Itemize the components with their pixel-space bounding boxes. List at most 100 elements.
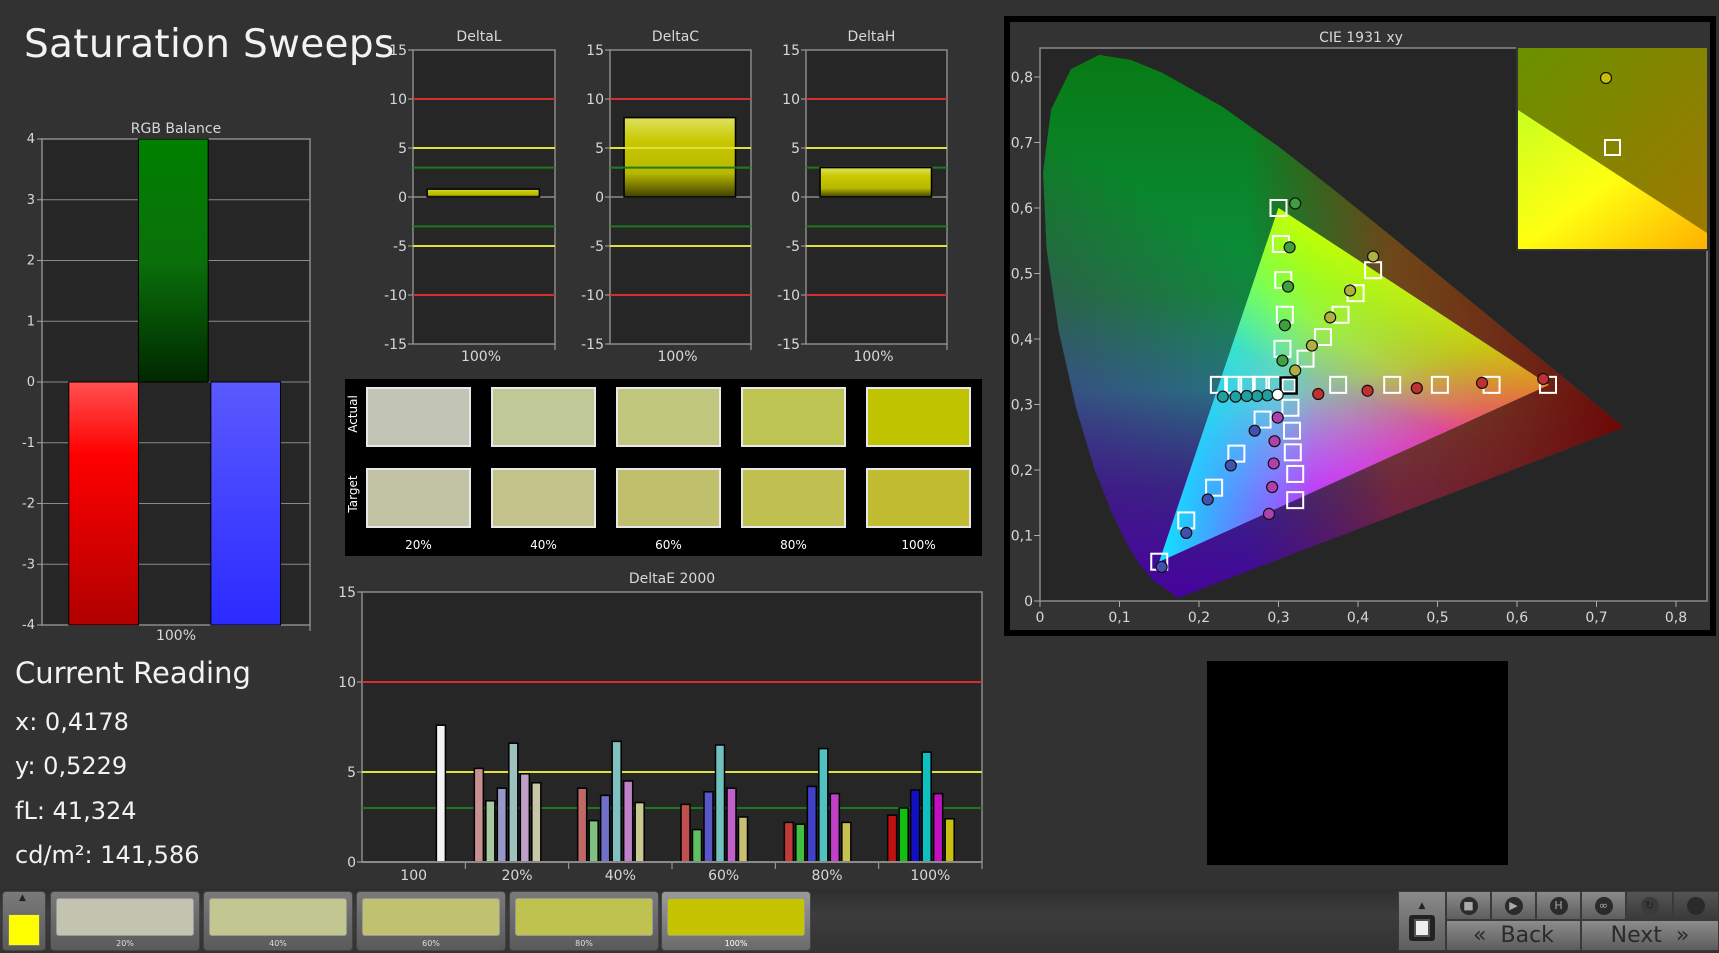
deltae-bar [795, 823, 806, 863]
stop-button[interactable]: ■ [1446, 891, 1491, 920]
deltae-bar [898, 807, 909, 863]
cie-title: CIE 1931 xy [1319, 30, 1403, 46]
loop-button[interactable]: ∞ [1581, 891, 1626, 920]
y-tick-label: 3 [27, 193, 35, 208]
y-tick-label: 0,3 [1011, 398, 1033, 414]
blue-measured-point [1180, 526, 1193, 539]
green-measured-point [1281, 280, 1295, 293]
x-tick-label: 0,2 [1188, 610, 1210, 626]
current-reading-title: Current Reading [15, 656, 251, 690]
reading-x: x: 0,4178 [15, 708, 129, 736]
deltae-bar [680, 803, 691, 863]
up-arrow-icon[interactable]: ▲ [19, 893, 26, 903]
step-label: 80% [575, 939, 593, 948]
green-measured-point [1276, 354, 1289, 367]
deltae-bar [806, 785, 818, 863]
y-tick-label: 10 [586, 92, 604, 108]
red-measured-point [1537, 372, 1550, 386]
sweep-step-100pct[interactable]: 100% [661, 891, 811, 951]
deltae-bar [473, 767, 485, 863]
rgb-bar-b [210, 381, 282, 626]
hold-button[interactable]: H [1536, 891, 1581, 920]
red-target-marker [1329, 375, 1348, 394]
red-target-marker [1430, 375, 1449, 394]
y-tick-label: 0 [595, 190, 604, 206]
yellow-measured-point [1599, 71, 1613, 85]
x-category-label: 100% [910, 868, 950, 884]
blue-measured-point [1155, 560, 1168, 574]
next-label: Next [1610, 923, 1662, 948]
window-icon [1409, 915, 1435, 941]
extra-button[interactable] [1673, 891, 1719, 920]
deltah-bar [819, 166, 933, 198]
actual-swatch [616, 387, 721, 447]
deltae-2000-chart: 15 10 5 0 100 20% 40% 60% 80% 100% DeltaE 2000 [338, 571, 983, 884]
cyan-measured-point [1250, 389, 1264, 403]
deltal-title: DeltaL [456, 29, 501, 45]
cie-zoom-inset [1516, 46, 1709, 251]
x-tick-label: 0,1 [1108, 610, 1130, 626]
y-tick-label: 1 [27, 314, 35, 329]
blue-measured-point [1224, 459, 1237, 472]
x-tick-label: 0 [1036, 610, 1045, 626]
deltae-bar [726, 787, 737, 863]
green-measured-point [1283, 241, 1296, 254]
y-tick-label: 10 [782, 92, 800, 108]
red-measured-point [1312, 387, 1325, 401]
deltae-bar [588, 819, 599, 863]
deltae-bar [622, 780, 634, 863]
deltae-bar [783, 821, 795, 863]
y-tick-label: -5 [786, 239, 800, 255]
target-swatch [866, 468, 971, 528]
circle-icon [1687, 896, 1705, 915]
y-tick-label: 0 [347, 855, 356, 871]
current-color-cell[interactable]: ▲ [2, 891, 46, 951]
step-color-swatch [209, 898, 347, 936]
x-category-label: 100 [400, 868, 427, 884]
pattern-toggle-button[interactable]: ▲ [1398, 891, 1446, 951]
back-button[interactable]: « Back [1446, 920, 1581, 951]
blue-target-marker [1253, 410, 1272, 429]
actual-swatch [741, 387, 846, 447]
red-measured-point [1475, 376, 1489, 389]
yellow-measured-point [1324, 311, 1337, 324]
x-category-label: 80% [811, 868, 842, 884]
y-tick-label: -1 [22, 436, 35, 451]
refresh-button[interactable]: ↻ [1626, 891, 1673, 920]
current-color-swatch [8, 914, 40, 946]
x-tick-label: 0,6 [1506, 610, 1528, 626]
rgb-bar-r [68, 381, 139, 626]
next-button[interactable]: Next » [1581, 920, 1719, 951]
sweep-step-40pct[interactable]: 40% [203, 891, 353, 951]
rgb-balance-title: RGB Balance [131, 121, 221, 137]
y-tick-label: 0,2 [1011, 463, 1033, 479]
reading-cdm2: cd/m²: 141,586 [15, 841, 200, 869]
magenta-measured-point [1267, 457, 1280, 470]
sweep-step-20pct[interactable]: 20% [50, 891, 200, 951]
bottom-toolbar: ▲ 20% 40% 60% 80% 100% ▲ ■ ▶ H ∞ ↻ « Back Ne… [0, 889, 1719, 953]
play-button[interactable]: ▶ [1491, 891, 1536, 920]
deltae-bar [909, 789, 921, 863]
sweep-step-60pct[interactable]: 60% [356, 891, 506, 951]
deltae-bar [634, 801, 645, 863]
yellow-target-marker [1314, 328, 1333, 347]
deltae-bar [611, 740, 622, 863]
y-tick-label: -10 [777, 288, 800, 304]
deltae-title: DeltaE 2000 [629, 571, 715, 587]
deltae-bar [496, 787, 508, 863]
yellow-measured-point [1289, 364, 1302, 377]
swatch-label: 40% [530, 538, 557, 552]
y-tick-label: 4 [27, 132, 35, 147]
refresh-icon: ↻ [1640, 896, 1659, 915]
row-label-actual: Actual [346, 395, 360, 433]
y-tick-label: 15 [782, 43, 800, 59]
deltal-bar [426, 188, 541, 198]
y-tick-label: 15 [586, 43, 604, 59]
magenta-target-marker [1286, 491, 1305, 510]
sweep-step-80pct[interactable]: 80% [509, 891, 659, 951]
h-bracket-icon: H [1549, 896, 1568, 915]
yellow-measured-point [1343, 284, 1357, 297]
y-tick-label: 0 [1024, 594, 1033, 610]
y-tick-label: -2 [22, 497, 35, 512]
